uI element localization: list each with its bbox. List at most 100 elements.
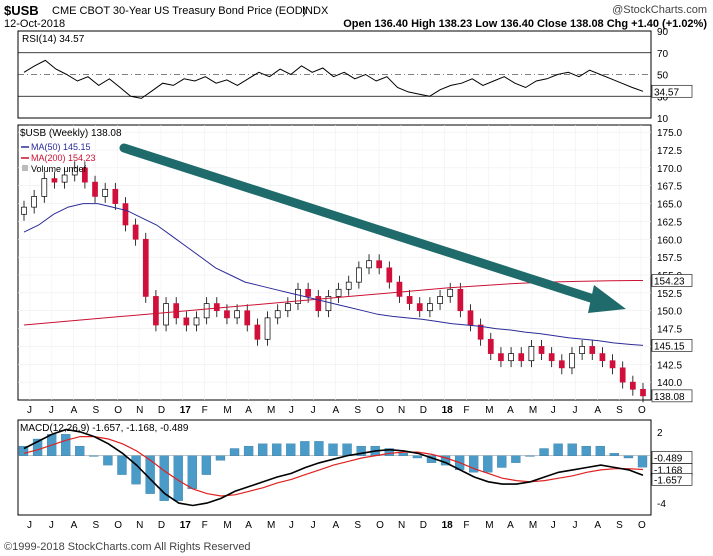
candle-body	[31, 196, 37, 208]
macd-histogram-bar	[61, 434, 71, 456]
candle-body	[589, 346, 596, 354]
candle-body	[406, 296, 413, 304]
macd-histogram-bar	[384, 448, 394, 456]
price-tick-label: 167.5	[657, 182, 682, 193]
x-tick-label: S	[616, 405, 623, 416]
macd-x-tick-label: A	[594, 520, 601, 531]
x-tick-label: O	[376, 405, 384, 416]
macd-tick-label: 2	[657, 428, 663, 439]
candle-body	[163, 303, 169, 326]
candle-body	[345, 281, 352, 290]
candle-body	[518, 353, 525, 362]
price-title: $USB (Weekly) 138.08	[20, 128, 122, 139]
watermark: @StockCharts.com	[612, 4, 707, 16]
macd-x-tick-label: J	[27, 520, 32, 531]
macd-histogram-bar	[187, 455, 197, 490]
x-tick-label: M	[529, 405, 537, 416]
macd-histogram-bar	[32, 438, 43, 456]
price-tick-label: 157.5	[657, 253, 682, 264]
candle-body	[102, 188, 109, 197]
macd-histogram-bar	[18, 445, 29, 456]
candle-body	[21, 206, 27, 215]
macd-x-tick-label: J	[551, 520, 556, 531]
macd-histogram-bar	[258, 443, 268, 456]
candle-body	[609, 360, 616, 369]
x-tick-label: O	[638, 405, 646, 416]
macd-histogram-bar	[229, 448, 240, 456]
x-tick-label: 18	[442, 405, 454, 416]
candle-body	[335, 288, 342, 297]
price-tick-label: 140.0	[657, 378, 682, 389]
ma50-price-label: 145.15	[654, 341, 685, 352]
x-tick-label: M	[223, 405, 231, 416]
candle-body	[92, 181, 98, 197]
macd-value-label: -1.657	[654, 475, 683, 486]
macd-histogram-bar	[173, 455, 183, 501]
symbol-title: $USB	[4, 3, 39, 18]
x-tick-label: J	[49, 405, 54, 416]
macd-x-tick-label: J	[49, 520, 54, 531]
macd-x-tick-label: A	[507, 520, 514, 531]
macd-histogram-bar	[342, 443, 352, 456]
macd-histogram-bar	[131, 455, 141, 485]
x-tick-label: 17	[180, 405, 192, 416]
candle-body	[142, 238, 149, 297]
close-price-label-box	[651, 389, 693, 403]
price-tick-label: 160.0	[657, 235, 682, 246]
x-tick-label: S	[354, 405, 361, 416]
exchange-label: INDX	[302, 5, 329, 17]
price-tick-label: 172.5	[657, 146, 682, 157]
price-tick-label: 162.5	[657, 217, 682, 228]
rsi-tick-label: 30	[657, 92, 669, 103]
macd-histogram-bar	[412, 455, 423, 459]
candle-body	[325, 296, 332, 312]
candle-body	[41, 178, 48, 197]
x-tick-label: F	[463, 405, 469, 416]
rsi-tick-label: 90	[657, 27, 669, 38]
legend-volume-swatch	[22, 165, 28, 171]
macd-histogram-bar	[89, 455, 99, 457]
candle-body	[112, 188, 119, 204]
macd-x-tick-label: 17	[180, 520, 192, 531]
candle-body	[122, 203, 129, 226]
candle-body	[416, 303, 423, 312]
date-label: 12-Oct-2018	[4, 18, 66, 30]
macd-histogram-bar	[215, 455, 226, 461]
macd-hist-label: -0.489	[654, 453, 683, 464]
macd-signal-line	[23, 436, 644, 497]
candle-body	[305, 288, 311, 297]
price-tick-label: 170.0	[657, 164, 682, 175]
x-tick-label: N	[136, 405, 143, 416]
macd-histogram-bar	[637, 455, 648, 468]
candle-body	[183, 317, 190, 326]
price-tick-label: 147.5	[657, 325, 682, 336]
macd-histogram-bar	[243, 445, 254, 456]
candle-body	[203, 303, 210, 319]
macd-histogram-bar	[595, 445, 605, 456]
x-tick-label: A	[507, 405, 514, 416]
macd-histogram-bar	[497, 455, 507, 468]
macd-x-tick-label: A	[71, 520, 78, 531]
macd-histogram-bar	[483, 455, 493, 473]
candle-body	[477, 324, 484, 340]
macd-histogram-bar	[581, 445, 591, 456]
legend-volume: Volume undef	[31, 164, 87, 174]
candle-body	[254, 324, 261, 340]
rsi-title: RSI(14) 34.57	[22, 34, 85, 45]
trend-arrow-shaft	[119, 143, 605, 306]
candle-body	[498, 353, 504, 362]
x-tick-label: D	[158, 405, 165, 416]
candle-body	[193, 317, 200, 326]
candle-body	[508, 353, 514, 362]
ohlc-readout: Open 136.40 High 138.23 Low 136.40 Close…	[343, 18, 707, 30]
macd-x-tick-label: M	[267, 520, 275, 531]
macd-x-tick-label: O	[638, 520, 646, 531]
macd-x-tick-label: N	[398, 520, 405, 531]
candle-body	[284, 303, 291, 312]
legend-ma50: MA(50) 145.15	[31, 142, 91, 152]
rsi-tick-label: 70	[657, 49, 669, 60]
candle-body	[51, 178, 58, 183]
macd-title: MACD(12,26,9) -1.657, -1.168, -0.489	[20, 423, 189, 434]
candle-body	[234, 310, 240, 319]
